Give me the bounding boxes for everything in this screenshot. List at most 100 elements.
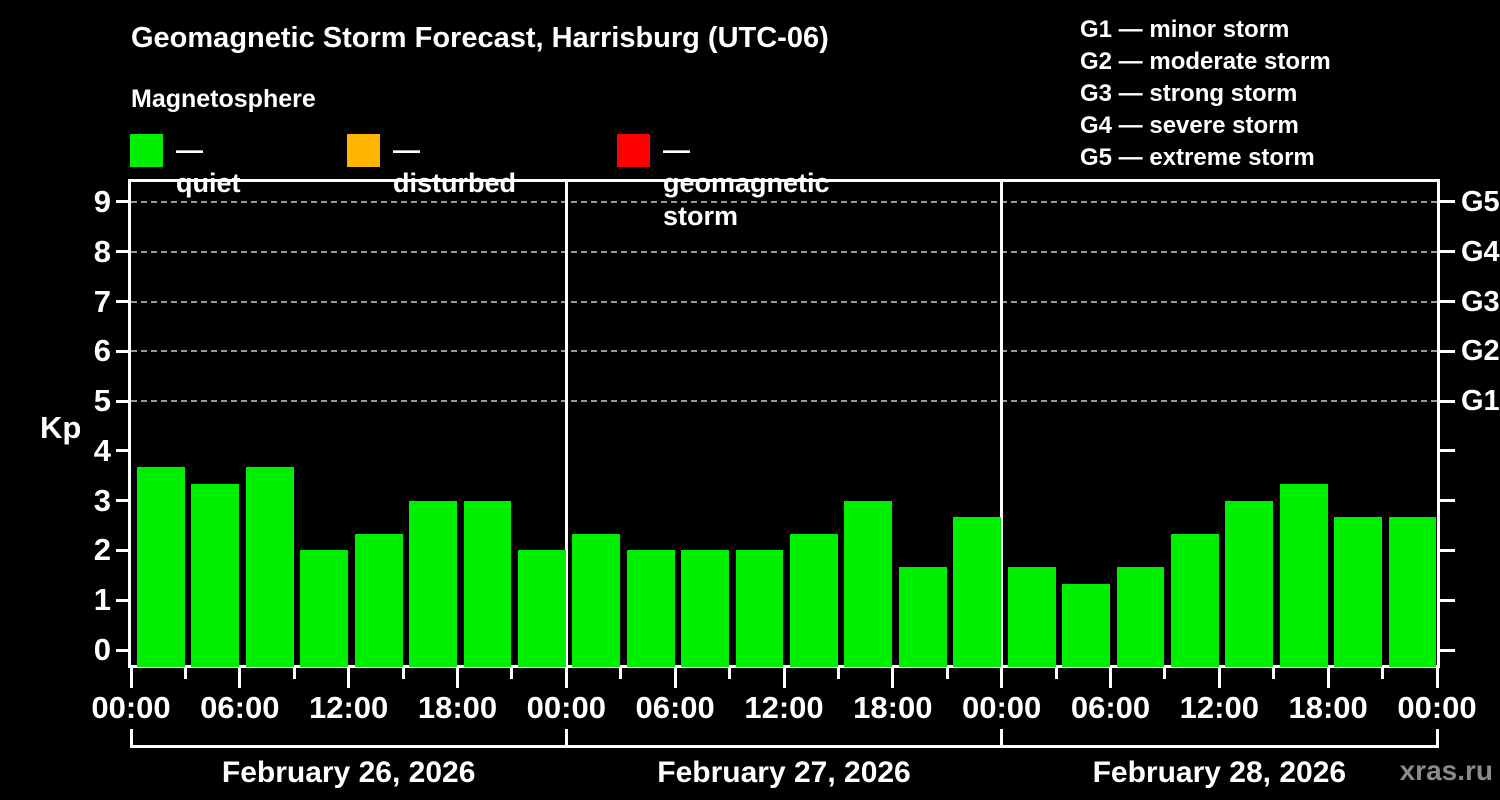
x-axis-tick: [782, 668, 786, 688]
x-axis-tick: [1272, 668, 1276, 679]
kp-bar: [300, 550, 349, 667]
day-separator-line: [564, 179, 568, 668]
chart-subtitle: Magnetosphere: [131, 85, 316, 113]
date-bracket-line: [131, 745, 1437, 748]
y-axis-tick: [116, 300, 131, 303]
x-axis-tick: [1109, 668, 1112, 688]
x-tick-label: 00:00: [962, 690, 1042, 725]
x-axis-tick: [456, 668, 459, 688]
kp-bar: [898, 566, 947, 667]
x-tick-label: 18:00: [1288, 690, 1368, 725]
y-axis-tick: [116, 548, 131, 552]
legend-swatch-quiet: [130, 134, 163, 167]
kp-bar: [354, 534, 403, 667]
right-axis-tick: [1440, 598, 1455, 602]
kp-bar: [517, 550, 566, 667]
legend-label-quiet: — quiet: [176, 135, 241, 198]
x-tick-label: 00:00: [1397, 690, 1477, 725]
x-axis-tick: [510, 668, 514, 679]
page-title: Geomagnetic Storm Forecast, Harrisburg (…: [131, 22, 829, 54]
kp-bar: [463, 500, 512, 667]
legend-label-disturbed: — disturbed: [393, 135, 517, 198]
right-axis-tick: [1440, 648, 1455, 652]
y-tick-label: 5: [93, 383, 111, 419]
kp-bar: [1116, 566, 1165, 667]
date-bracket-tick: [129, 729, 133, 748]
right-axis-tick: [1440, 200, 1455, 204]
kp-bar: [1279, 484, 1328, 667]
x-axis-tick: [183, 668, 187, 679]
y-axis-tick: [116, 349, 131, 353]
x-tick-label: 18:00: [417, 690, 498, 725]
x-axis-tick: [1381, 668, 1385, 679]
x-tick-label: 06:00: [200, 690, 280, 725]
kp-bar: [1170, 534, 1219, 667]
watermark: xras.ru: [1399, 755, 1493, 786]
grid-line: [131, 300, 1437, 303]
kp-bar: [409, 500, 457, 667]
x-tick-label: 00:00: [91, 690, 171, 725]
kp-bar: [1225, 500, 1274, 667]
y-tick-label: 6: [93, 333, 111, 369]
x-tick-label: 18:00: [853, 690, 933, 725]
plot-top-border: [128, 179, 1440, 182]
x-axis-tick: [129, 668, 133, 688]
grid-line: [131, 250, 1437, 253]
y-tick-label: 4: [93, 432, 111, 468]
x-axis-tick: [347, 668, 351, 688]
x-tick-label: 06:00: [635, 690, 715, 725]
kp-bar: [191, 484, 240, 667]
kp-bar: [245, 467, 294, 667]
date-bracket-tick: [564, 729, 568, 748]
y-axis-tick: [116, 250, 131, 254]
right-axis-tick: [1440, 300, 1455, 303]
y-tick-label: 0: [93, 632, 111, 668]
right-axis-tick: [1440, 449, 1455, 453]
x-axis-tick: [564, 668, 568, 688]
kp-bar: [572, 534, 621, 667]
x-axis-tick: [1000, 668, 1004, 688]
kp-bar: [953, 517, 1002, 667]
date-label: February 26, 2026: [221, 756, 476, 789]
storm-scale-item: G4 — severe storm: [1080, 112, 1299, 139]
grid-line: [131, 400, 1437, 403]
storm-scale-item: G3 — strong storm: [1080, 80, 1298, 107]
kp-bar: [626, 550, 675, 667]
y-axis-line: [128, 179, 131, 668]
g-scale-axis-label: G3: [1461, 285, 1500, 318]
day-separator-line: [1000, 179, 1004, 668]
x-axis-tick: [619, 668, 623, 679]
y-axis-tick: [116, 499, 131, 503]
date-bracket-tick: [1000, 729, 1004, 748]
kp-bar: [790, 534, 838, 667]
x-axis-tick: [292, 668, 296, 679]
y-tick-label: 7: [93, 283, 111, 319]
y-axis-tick: [116, 200, 131, 204]
y-axis-tick: [116, 399, 131, 403]
y-tick-label: 3: [93, 482, 111, 518]
x-tick-label: 00:00: [526, 690, 606, 725]
y-axis-tick: [116, 449, 131, 453]
x-axis-tick: [1054, 668, 1058, 679]
x-axis-tick: [945, 668, 949, 679]
x-axis-tick: [238, 668, 242, 688]
legend-label-storm: — geomagnetic storm: [663, 135, 830, 231]
y-axis-title: Kp: [40, 410, 82, 445]
right-axis-tick: [1440, 349, 1455, 353]
right-axis-tick: [1440, 548, 1455, 552]
g-scale-axis-label: G5: [1461, 185, 1500, 218]
x-axis-tick: [673, 668, 677, 688]
y-tick-label: 8: [93, 233, 111, 269]
x-axis-tick: [401, 668, 405, 679]
x-tick-label: 12:00: [744, 690, 824, 725]
g-scale-axis-label: G4: [1461, 235, 1500, 268]
kp-bar: [1334, 517, 1383, 667]
x-tick-label: 06:00: [1070, 690, 1151, 725]
x-axis-tick: [1217, 668, 1221, 688]
legend-swatch-storm: [617, 134, 650, 167]
g-scale-axis-label: G1: [1461, 385, 1500, 418]
legend-swatch-disturbed: [347, 134, 380, 167]
kp-bar: [1388, 517, 1437, 667]
g-scale-axis-label: G2: [1461, 335, 1500, 368]
